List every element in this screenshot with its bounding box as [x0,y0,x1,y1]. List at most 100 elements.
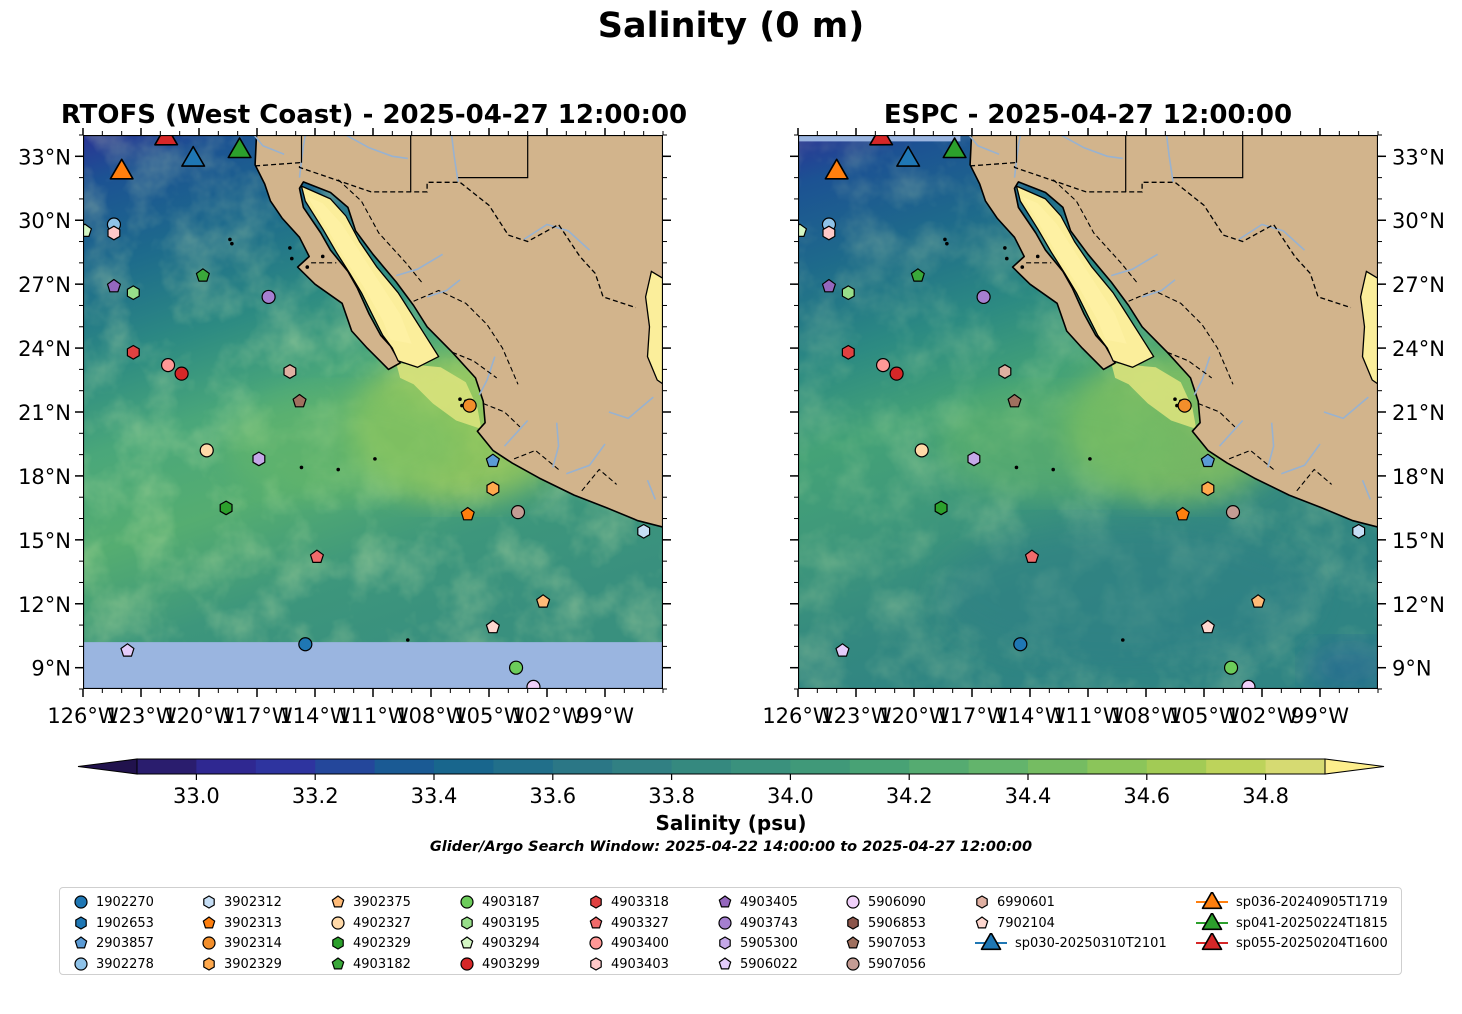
platform-4902327-marker [914,443,929,458]
platform-4903327-marker [309,549,324,563]
lat-tick-label: 9°N [31,657,71,681]
figure-title: Salinity (0 m) [597,6,865,46]
colorbar-tick-label: 33.4 [411,784,458,808]
legend-label: 4903299 [482,956,540,972]
lat-tick-label: 33°N [18,145,71,169]
colorbar-bin [790,759,851,774]
legend-item-4903743: 4903743 [718,913,798,933]
platform-4903400-marker [160,358,176,373]
platform-3902314-marker [1177,398,1192,413]
colorbar-tick-label: 34.6 [1123,784,1170,808]
legend-item-3902278: 3902278 [74,954,154,974]
colorbar-bin [1206,759,1267,774]
lon-tick-label: 114°W [994,704,1066,728]
lon-tick-label: 102°W [511,704,583,728]
legend-item-4902329: 4902329 [331,933,411,953]
lat-tick-label: 30°N [18,209,71,233]
legend-label: 4903743 [740,915,798,931]
platform-7902104-marker [485,619,500,634]
platform-4903400-marker [875,358,891,373]
platform-4903327-marker [1024,549,1039,563]
colorbar-bin [671,759,732,774]
legend-label: 4903405 [740,894,798,910]
legend-label: 5907053 [868,935,926,951]
platform-2903857-marker [1200,453,1215,468]
lat-tick-label: 24°N [1392,337,1445,361]
platform-4903182-marker [910,268,925,282]
legend-marker-icon [74,936,88,949]
platform-5906022-marker [120,643,135,657]
legend-label: 2903857 [96,935,154,951]
platform-4903195-marker [126,285,140,301]
legend-item-3902313: 3902313 [202,913,282,933]
legend-marker-icon [202,936,216,950]
legend-label: sp041-20250224T1815 [1236,915,1388,931]
platform-5907056-marker [510,505,526,520]
colorbar-bin [849,759,910,774]
legend-item-3902329: 3902329 [202,954,282,974]
legend-item-4903405: 4903405 [718,892,798,912]
legend-item-5907056: 5907056 [846,954,926,974]
legend-marker-icon [718,957,732,970]
lat-tick-label: 12°N [18,593,71,617]
legend-item-4903299: 4903299 [460,954,540,974]
lon-tick-label: 111°W [1052,704,1124,728]
lat-tick-label: 27°N [18,273,71,297]
legend-marker-icon [332,936,344,950]
legend-label: 4903327 [611,915,669,931]
platform-4902329-marker [934,500,948,516]
rtofs-map [83,135,663,689]
platform-4903405-marker [821,278,837,293]
platform-5907056-marker [1225,505,1241,520]
platform-4903299-marker [174,366,189,381]
legend-marker-icon [203,957,215,971]
legend-label: 3902314 [224,935,282,951]
legend-item-5906853: 5906853 [846,913,926,933]
glider-sp041-20250224T1815-marker [942,137,967,159]
legend-marker-icon [74,895,88,909]
legend-label: 4903294 [482,935,540,951]
legend-marker-icon [846,936,860,949]
legend-label: 1902270 [96,894,154,910]
legend-item-4903318: 4903318 [589,892,669,912]
platform-1902270-marker [298,637,313,652]
colorbar-tick-label: 34.4 [1005,784,1052,808]
lon-tick-label: 111°W [337,704,409,728]
legend-marker-icon [590,957,602,971]
platform-3902375-marker [1251,594,1266,608]
platform-5907053-marker [1007,393,1022,408]
colorbar-bin [434,759,494,774]
legend-label: 6990601 [997,894,1055,910]
platform-3902313-marker [460,506,475,521]
colorbar-bin [315,759,376,774]
platform-4903743-marker [976,289,991,305]
legend-item-4903182: 4903182 [331,954,411,974]
legend-item-3902375: 3902375 [331,892,411,912]
platform-4903195-marker [841,285,855,301]
platform-4902329-marker [219,500,233,516]
lon-tick-label: 126°W [47,704,119,728]
lat-tick-label: 21°N [18,401,71,425]
legend-label: 5906853 [868,915,926,931]
lon-tick-label: 114°W [279,704,351,728]
legend-item-sp036-20240905T1719: sp036-20240905T1719 [1196,892,1388,912]
platform-4903405-marker [106,278,122,293]
legend-item-1902270: 1902270 [74,892,154,912]
legend-label: 4903182 [353,956,411,972]
glider-sp036-20240905T1719-marker [824,158,849,180]
platform-3902375-marker [536,594,551,608]
colorbar-bin [255,759,316,774]
platform-3902313-marker [1175,506,1190,521]
colorbar-bin [1146,759,1207,774]
platform-5905300-marker [967,451,981,467]
legend-label: 5906022 [740,956,798,972]
lat-tick-label: 30°N [1392,209,1445,233]
colorbar-bin [968,759,1029,774]
legend-item-sp055-20250204T1600: sp055-20250204T1600 [1196,933,1388,953]
platform-legend: 1902270 1902653 2903857 3902278 3902312 39023… [59,887,1402,975]
platform-4903299-marker [889,366,904,381]
legend-item-4903294: 4903294 [460,933,540,953]
legend-marker-icon [590,895,602,909]
legend-marker-icon [975,933,1007,951]
legend-marker-icon [331,916,345,930]
